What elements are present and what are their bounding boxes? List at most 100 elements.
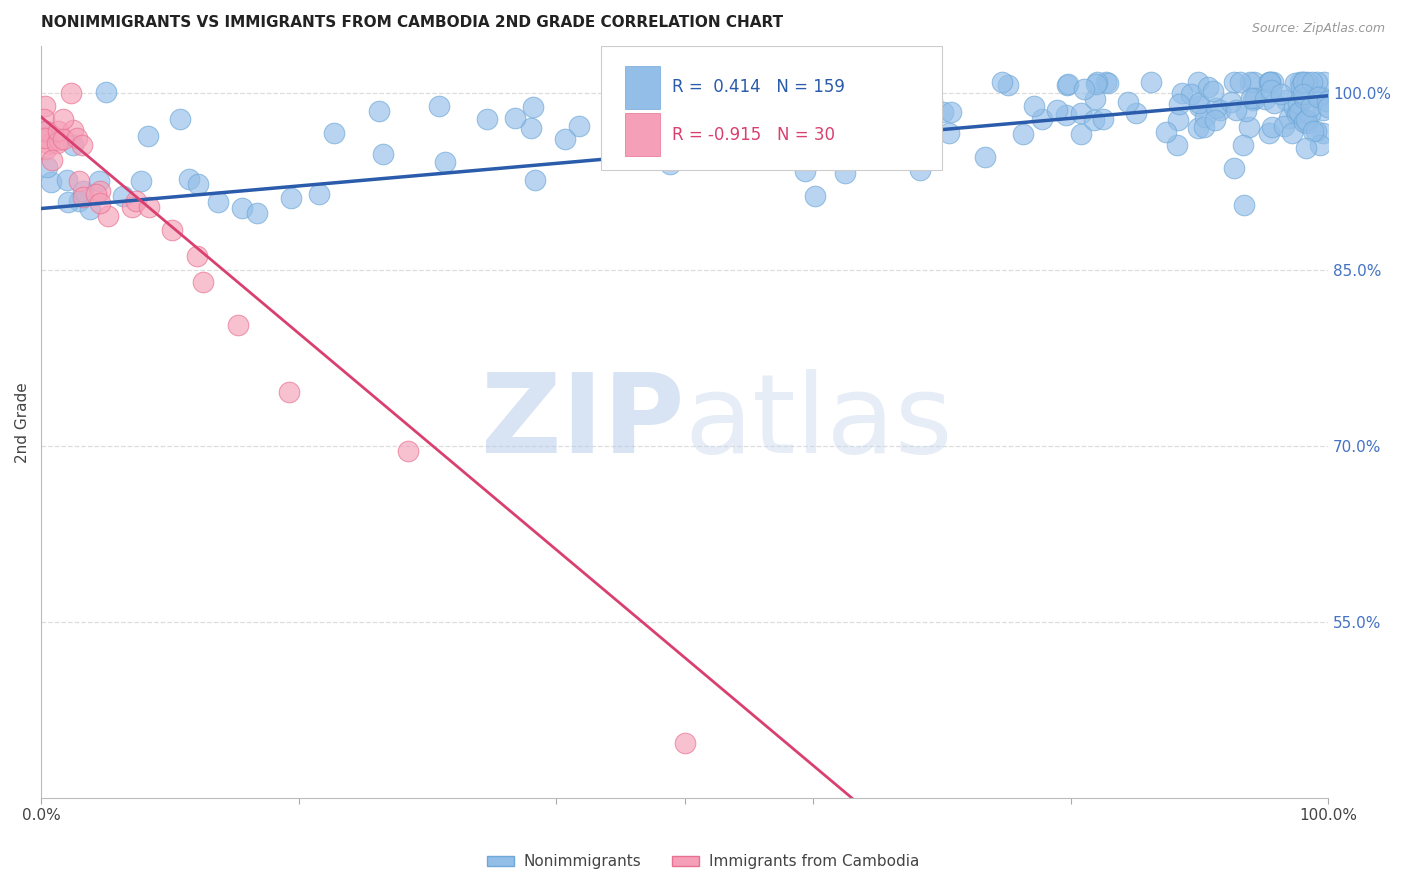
Point <box>1286 96 1309 111</box>
Point <box>46 123 69 137</box>
FancyBboxPatch shape <box>626 66 661 109</box>
Point <box>97 209 120 223</box>
Text: NONIMMIGRANTS VS IMMIGRANTS FROM CAMBODIA 2ND GRADE CORRELATION CHART: NONIMMIGRANTS VS IMMIGRANTS FROM CAMBODI… <box>41 15 783 30</box>
Point <box>1054 108 1077 122</box>
Point <box>876 75 898 89</box>
Point <box>1291 75 1313 89</box>
Point <box>434 154 457 169</box>
Point <box>89 184 111 198</box>
Point <box>373 147 395 161</box>
Text: atlas: atlas <box>685 368 953 475</box>
Point <box>231 201 253 215</box>
Point <box>1180 87 1202 101</box>
Point <box>1187 75 1209 89</box>
Point <box>35 160 58 174</box>
Point <box>1261 75 1284 89</box>
Point <box>1232 197 1254 211</box>
Y-axis label: 2nd Grade: 2nd Grade <box>15 382 30 463</box>
Point <box>772 109 794 123</box>
Point <box>567 119 589 133</box>
Point <box>1308 89 1330 103</box>
Point <box>1281 126 1303 140</box>
Point <box>522 100 544 114</box>
Point <box>866 98 889 112</box>
Point <box>837 85 859 99</box>
Point <box>554 132 576 146</box>
Point <box>1187 121 1209 136</box>
Point <box>1194 120 1216 135</box>
Point <box>368 104 391 119</box>
Point <box>1289 75 1312 89</box>
Point <box>67 173 90 187</box>
Point <box>1083 112 1105 127</box>
Point <box>1257 126 1279 140</box>
Point <box>121 201 143 215</box>
Point <box>1204 112 1226 127</box>
Point <box>32 112 55 127</box>
Point <box>1085 75 1108 89</box>
Point <box>1312 103 1334 118</box>
Point <box>1139 75 1161 89</box>
Point <box>1240 91 1263 105</box>
Point <box>1282 100 1305 114</box>
Point <box>112 189 135 203</box>
Text: R = -0.915   N = 30: R = -0.915 N = 30 <box>672 126 835 144</box>
Point <box>1263 96 1285 111</box>
Point <box>910 163 932 178</box>
Point <box>1170 86 1192 100</box>
Point <box>38 136 60 151</box>
Point <box>72 190 94 204</box>
Point <box>1295 75 1317 89</box>
Point <box>1292 75 1315 89</box>
Point <box>1295 113 1317 128</box>
Point <box>856 136 879 151</box>
Point <box>939 105 962 120</box>
Point <box>1285 107 1308 121</box>
Point <box>1209 103 1232 118</box>
FancyBboxPatch shape <box>626 113 661 156</box>
Point <box>1302 124 1324 138</box>
Point <box>1116 95 1139 109</box>
Point <box>1260 75 1282 89</box>
Point <box>1305 124 1327 138</box>
Point <box>56 173 79 187</box>
Point <box>34 99 56 113</box>
Point <box>1070 127 1092 141</box>
Point <box>1306 89 1329 103</box>
Point <box>228 318 250 332</box>
Point <box>35 124 58 138</box>
Point <box>1254 92 1277 106</box>
Point <box>1084 92 1107 106</box>
Point <box>1201 85 1223 99</box>
Point <box>67 194 90 208</box>
Point <box>1261 120 1284 135</box>
Text: R =  0.414   N = 159: R = 0.414 N = 159 <box>672 78 845 96</box>
Point <box>1166 138 1188 153</box>
Point <box>1154 125 1177 139</box>
Point <box>661 132 683 146</box>
Point <box>1234 104 1257 119</box>
Point <box>1298 107 1320 121</box>
Point <box>1031 112 1053 126</box>
Point <box>804 189 827 203</box>
Point <box>62 123 84 137</box>
Point <box>66 131 89 145</box>
Point <box>1292 115 1315 129</box>
Point <box>162 222 184 236</box>
Point <box>89 196 111 211</box>
Point <box>1243 90 1265 104</box>
Point <box>41 153 63 167</box>
Point <box>921 94 943 108</box>
Point <box>1284 77 1306 91</box>
Point <box>1313 75 1336 89</box>
Point <box>87 174 110 188</box>
Point <box>39 175 62 189</box>
Point <box>1285 105 1308 120</box>
Point <box>1292 90 1315 104</box>
Point <box>1272 119 1295 133</box>
Point <box>1194 110 1216 124</box>
Point <box>921 121 943 136</box>
Point <box>1316 94 1339 108</box>
Point <box>1095 75 1118 89</box>
Point <box>1056 78 1078 92</box>
